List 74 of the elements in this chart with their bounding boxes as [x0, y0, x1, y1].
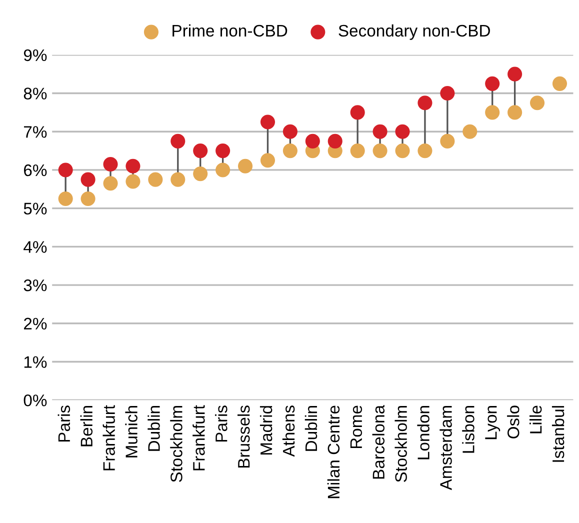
point — [216, 162, 230, 178]
x-tick-label: Frankfurt — [102, 405, 115, 470]
point — [328, 134, 342, 148]
x-tick-label: Rome — [350, 406, 362, 448]
point — [485, 105, 500, 120]
point — [372, 124, 388, 139]
point — [418, 144, 432, 158]
point — [80, 172, 96, 187]
point — [395, 144, 410, 158]
point — [103, 176, 118, 191]
point — [440, 86, 455, 101]
point — [58, 191, 73, 206]
point — [485, 76, 500, 91]
x-tick-label: Dublin — [304, 406, 318, 451]
x-tick-label: Paris — [215, 406, 228, 442]
y-tick-label: 9% — [24, 49, 47, 62]
point — [103, 156, 118, 172]
point — [418, 96, 432, 110]
point — [508, 66, 522, 82]
y-tick-label: 8% — [24, 88, 47, 100]
x-tick-label: Madrid — [260, 406, 272, 455]
point — [126, 158, 140, 174]
point — [350, 105, 365, 120]
x-tick-label: Stockholm — [170, 406, 182, 482]
point — [216, 144, 230, 158]
point — [530, 96, 545, 110]
x-tick-label: Dublin — [148, 406, 160, 451]
point — [238, 158, 253, 174]
legend-label: Secondary non-CBD — [338, 24, 490, 40]
point — [462, 124, 478, 139]
y-tick-label: 5% — [24, 202, 47, 215]
point — [260, 114, 276, 130]
x-tick-label: Istanbul — [552, 406, 564, 462]
y-tick-label: 6% — [24, 164, 47, 176]
point — [170, 172, 186, 187]
point — [80, 191, 96, 206]
y-tick-label: 3% — [24, 279, 47, 292]
y-tick-label: 4% — [24, 241, 47, 253]
point — [282, 144, 298, 158]
y-tick-label: 2% — [24, 318, 47, 330]
x-tick-label: London — [417, 406, 430, 460]
point — [58, 162, 73, 178]
point — [372, 144, 388, 158]
point — [148, 172, 163, 187]
x-tick-label: Milan Centre — [327, 406, 340, 498]
point — [193, 166, 208, 182]
x-tick-label: Barcelona — [372, 404, 385, 479]
x-tick-label: Stockholm — [394, 406, 407, 482]
point — [305, 134, 320, 148]
point — [170, 134, 186, 148]
x-tick-label: Amsterdam — [440, 406, 452, 490]
point — [260, 153, 276, 168]
point — [282, 124, 298, 139]
point — [552, 76, 568, 91]
point — [350, 144, 365, 158]
legend-label: Prime non-CBD — [172, 24, 288, 37]
x-tick-label: Oslo — [507, 406, 520, 438]
x-tick-label: Athens — [282, 406, 295, 457]
point — [440, 134, 455, 148]
x-tick-label: Lille — [530, 406, 542, 434]
x-tick-label: Frankfurt — [192, 405, 205, 470]
x-tick-label: Paris — [58, 406, 70, 442]
x-tick-label: Lyon — [485, 406, 500, 440]
y-tick-label: 0% — [24, 394, 47, 406]
x-tick-label: Brussels — [238, 406, 250, 468]
x-tick-label: Lisbon — [462, 406, 474, 453]
y-tick-label: 1% — [24, 356, 47, 368]
y-tick-label: 7% — [24, 126, 47, 138]
point — [395, 124, 410, 139]
x-tick-label: Berlin — [80, 406, 93, 446]
x-tick-label: Munich — [125, 406, 138, 458]
point — [508, 105, 522, 120]
point — [126, 174, 140, 189]
point — [193, 144, 208, 158]
